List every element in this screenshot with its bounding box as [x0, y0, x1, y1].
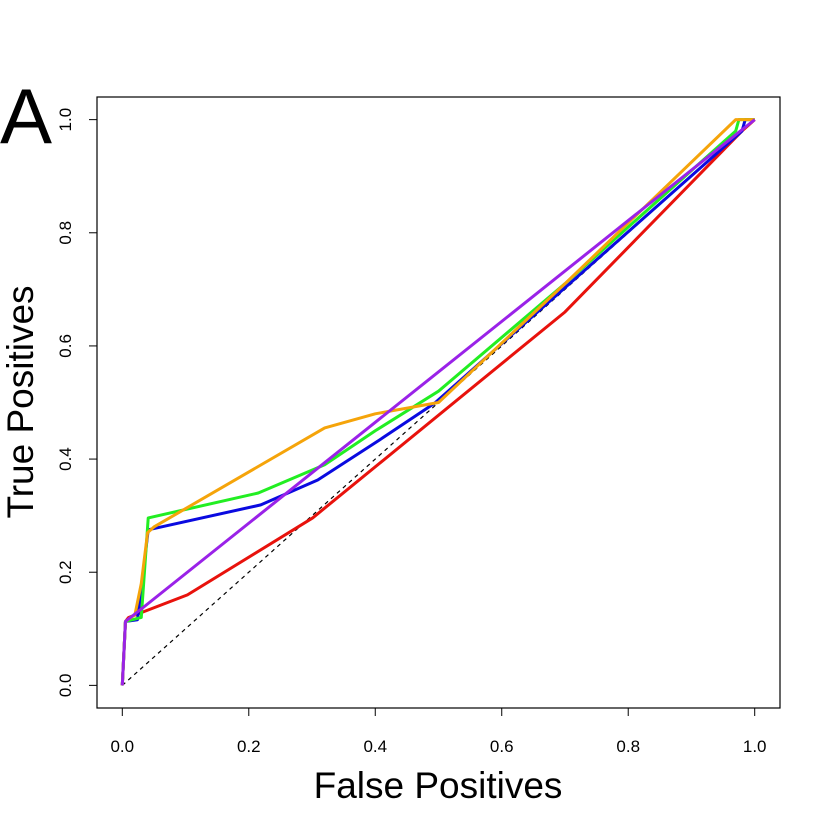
x-tick-label: 0.2 — [237, 737, 261, 756]
y-axis-title: True Positives — [0, 285, 41, 518]
x-tick-label: 0.6 — [490, 737, 514, 756]
x-tick-label: 1.0 — [743, 737, 767, 756]
roc-line — [120, 118, 756, 686]
y-tick-label: 0.4 — [56, 447, 75, 471]
x-axis-title: False Positives — [314, 765, 563, 806]
x-tick-label: 0.0 — [110, 737, 134, 756]
y-tick-label: 0.2 — [56, 560, 75, 584]
roc-line — [120, 118, 755, 686]
x-tick-label: 0.4 — [363, 737, 387, 756]
y-tick-label: 0.6 — [56, 334, 75, 358]
x-tick-label: 0.8 — [616, 737, 640, 756]
y-tick-label: 1.0 — [56, 108, 75, 132]
y-tick-label: 0.0 — [56, 674, 75, 698]
plot-frame — [96, 96, 781, 709]
y-tick-label: 0.8 — [56, 221, 75, 245]
panel-label: A — [0, 72, 52, 160]
